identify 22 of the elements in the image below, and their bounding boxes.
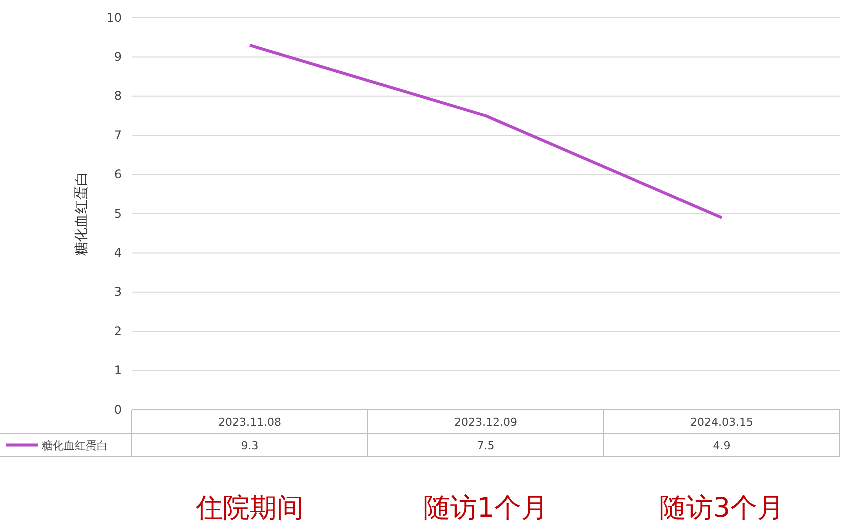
- data-label: 4.9: [713, 439, 731, 452]
- y-axis-title: 糖化血红蛋白: [74, 172, 90, 256]
- y-tick-label: 10: [106, 10, 122, 25]
- y-tick-label: 7: [114, 128, 122, 142]
- y-tick-label: 8: [114, 89, 122, 104]
- text: 随访3个月: [659, 493, 785, 524]
- text: 随访1个月: [423, 493, 549, 524]
- legend-label: 糖化血红蛋白: [42, 439, 108, 452]
- y-tick-label: 2: [114, 324, 122, 338]
- data-label: 9.3: [241, 439, 259, 452]
- x-tick-label: 2023.11.08: [218, 416, 282, 429]
- y-tick-label: 5: [114, 206, 122, 221]
- text: 住院期间: [195, 493, 304, 524]
- y-tick-label: 9: [114, 50, 122, 64]
- x-tick-label: 2024.03.15: [690, 416, 754, 429]
- y-tick-label: 4: [114, 246, 122, 260]
- data-label: 7.5: [477, 439, 495, 452]
- y-tick-label: 1: [114, 364, 122, 378]
- y-tick-label: 6: [114, 168, 122, 182]
- y-tick-label: 3: [114, 285, 122, 300]
- y-tick-label: 0: [114, 402, 122, 417]
- x-tick-label: 2023.12.09: [454, 416, 518, 429]
